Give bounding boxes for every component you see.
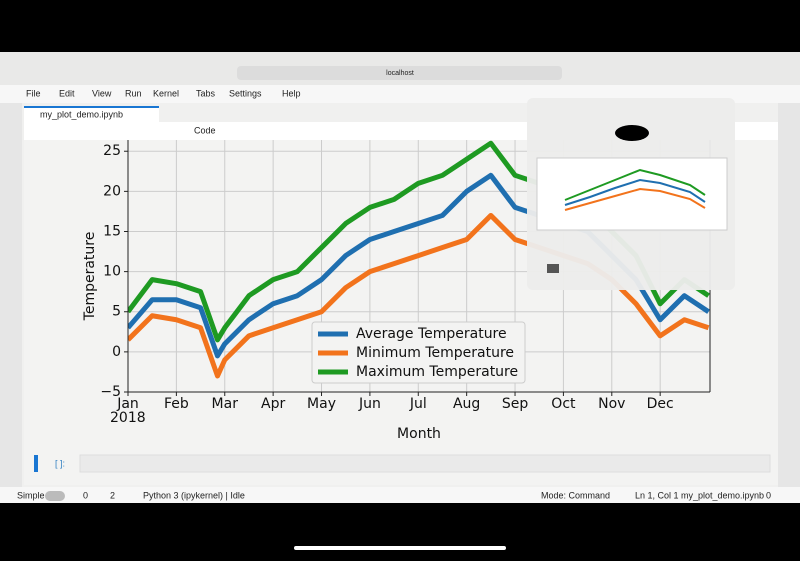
thumb-line [564,187,706,211]
sidebar [0,103,22,503]
y-tick-label: 20 [103,183,121,199]
status-file: my_plot_demo.ipynb [681,490,764,500]
address-bar [237,66,562,80]
legend-label: Average Temperature [356,326,507,342]
switcher [527,98,735,290]
y-tick-label: −5 [100,384,121,400]
y-axis-label: Temperature [82,232,98,322]
home-indicator [294,546,506,550]
x-tick-label: Apr [261,396,285,412]
menu-item[interactable]: File [26,88,41,98]
legend-label: Maximum Temperature [356,364,518,380]
x-tick-label: Dec [647,396,674,412]
cell-marker [34,455,38,472]
status-simple: Simple [17,490,45,500]
status-kernels: 2 [110,490,115,500]
menu-item[interactable]: Settings [229,88,262,98]
menu-item[interactable]: Kernel [153,88,179,98]
x-offset-label: 2018 [110,410,146,426]
menu-item[interactable]: Run [125,88,142,98]
thumb-line [564,168,706,201]
menu-item[interactable]: Help [282,88,301,98]
y-tick-label: 10 [103,264,121,280]
status-bar [0,487,800,503]
x-tick-label: Aug [453,396,480,412]
y-tick-label: 0 [112,344,121,360]
status-mode: Mode: Command [541,490,610,500]
thumbnail [536,157,728,231]
x-tick-label: Sep [502,396,529,412]
y-tick-label: 15 [103,223,121,239]
thumb-line [564,178,706,206]
cell-prompt: [ ]: [55,458,65,468]
right-sidebar [778,103,800,503]
status-position: Ln 1, Col 1 [635,490,679,500]
status-terminals: 0 [83,490,88,500]
tab[interactable] [24,106,159,122]
icon [547,264,559,273]
x-tick-label: Oct [551,396,576,412]
url: localhost [386,70,414,77]
y-tick-label: 5 [112,304,121,320]
x-axis-label: Month [397,426,441,442]
legend [311,321,526,384]
status-kernel: Python 3 (ipykernel) | Idle [143,490,245,500]
x-tick-label: Nov [598,396,625,412]
menu-item[interactable]: Tabs [196,88,216,98]
x-tick-label: May [307,396,336,412]
legend-label: Minimum Temperature [356,345,514,361]
tab-title[interactable]: my_plot_demo.ipynb [40,109,123,119]
x-tick-label: Jun [358,396,381,412]
cell-type[interactable]: Code [194,125,216,135]
y-tick-label: 25 [103,143,121,159]
tab-indicator [24,106,159,108]
x-tick-label: Jul [409,396,427,412]
status-notifications: 0 [766,490,771,500]
cell-input[interactable] [79,454,771,473]
x-tick-label: Jan [116,396,139,412]
menu-item[interactable]: View [92,88,112,98]
redaction [615,125,649,141]
x-tick-label: Mar [212,396,239,412]
menu-item[interactable]: Edit [59,88,75,98]
x-tick-label: Feb [164,396,189,412]
toggle[interactable] [45,491,65,501]
plot: −5 0 5 10 15 20 25 Jan Feb Mar Apr May Jun Jul Aug Sep O… [82,140,711,442]
